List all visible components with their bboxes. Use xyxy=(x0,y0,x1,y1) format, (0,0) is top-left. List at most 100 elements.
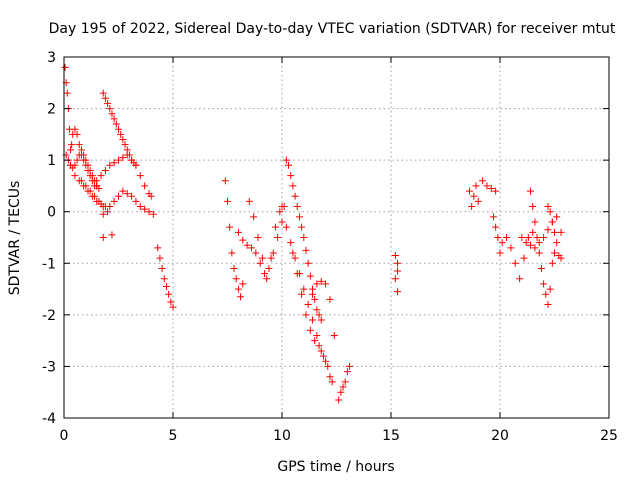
data-point xyxy=(293,270,301,278)
data-point xyxy=(162,282,170,290)
data-point xyxy=(95,197,103,205)
data-point xyxy=(394,259,402,267)
y-tick-label: 2 xyxy=(47,102,56,118)
series-arc-c xyxy=(67,161,157,218)
data-point xyxy=(291,254,299,262)
series-arc-p xyxy=(391,252,402,296)
data-point xyxy=(483,182,491,190)
data-point xyxy=(285,161,293,169)
series-arc-f xyxy=(77,177,112,216)
data-point xyxy=(230,264,238,272)
data-point xyxy=(533,234,541,241)
data-point xyxy=(492,187,500,195)
data-point xyxy=(322,280,330,288)
data-point xyxy=(313,331,321,339)
data-point xyxy=(557,254,565,262)
data-point xyxy=(298,290,306,298)
series-arc-s xyxy=(527,187,558,309)
data-point xyxy=(291,192,299,200)
data-point xyxy=(315,311,323,319)
data-point xyxy=(99,89,107,97)
series-arc-r xyxy=(489,213,537,283)
series-arc-i xyxy=(234,218,286,278)
data-point xyxy=(104,99,112,107)
data-point xyxy=(535,249,543,257)
data-point xyxy=(535,239,543,247)
series-arc-h xyxy=(221,177,247,301)
data-point xyxy=(160,275,168,283)
data-point xyxy=(540,280,548,288)
data-point xyxy=(311,337,319,345)
data-point xyxy=(221,177,229,185)
data-point xyxy=(341,378,349,386)
series-arc-u xyxy=(544,203,565,262)
data-point xyxy=(149,210,157,218)
data-point xyxy=(544,301,552,309)
data-point xyxy=(470,192,478,200)
data-point xyxy=(110,159,118,167)
data-point xyxy=(82,156,90,164)
data-point xyxy=(527,187,535,195)
data-point xyxy=(158,264,166,272)
data-point xyxy=(306,272,314,280)
data-point xyxy=(106,203,114,211)
data-point xyxy=(91,192,99,200)
data-point xyxy=(313,280,321,288)
data-point xyxy=(250,213,258,221)
data-point xyxy=(67,161,75,169)
data-point xyxy=(119,187,127,195)
data-point xyxy=(224,197,231,205)
data-point xyxy=(468,203,476,211)
plot-frame xyxy=(63,56,610,419)
data-point xyxy=(544,203,552,211)
data-point xyxy=(93,177,101,185)
data-point xyxy=(546,208,554,216)
data-point xyxy=(518,234,526,241)
data-point xyxy=(551,228,558,236)
data-point xyxy=(335,396,343,404)
y-tick-label: 3 xyxy=(47,50,56,66)
data-point xyxy=(317,316,325,324)
data-point xyxy=(465,187,473,195)
y-tick-label: -4 xyxy=(42,411,56,427)
data-point xyxy=(520,254,528,262)
data-point xyxy=(71,125,79,133)
data-point xyxy=(282,223,290,231)
data-point xyxy=(115,192,122,200)
data-point xyxy=(136,172,144,180)
data-point xyxy=(278,218,286,226)
x-tick-label: 0 xyxy=(60,428,69,444)
data-point xyxy=(537,264,545,272)
data-point xyxy=(489,213,497,221)
data-point xyxy=(326,295,334,303)
data-point xyxy=(123,151,131,159)
data-point xyxy=(494,234,502,241)
data-point xyxy=(110,115,118,123)
data-point xyxy=(147,192,155,200)
data-point xyxy=(328,378,336,386)
data-point xyxy=(77,177,85,185)
data-point xyxy=(239,236,247,244)
data-point xyxy=(394,267,402,275)
data-point xyxy=(516,275,524,283)
data-point xyxy=(498,239,506,247)
data-point xyxy=(108,231,116,239)
data-point xyxy=(156,254,164,262)
data-point xyxy=(326,373,334,381)
data-point xyxy=(104,208,112,216)
series-arc-j xyxy=(245,197,288,283)
data-point xyxy=(553,213,561,221)
data-point xyxy=(141,182,149,190)
data-point xyxy=(258,254,266,262)
y-tick-label: -3 xyxy=(42,359,56,375)
series-arc-g xyxy=(154,244,177,311)
data-point xyxy=(254,234,262,241)
series-arc-a xyxy=(61,63,103,193)
data-point xyxy=(132,197,140,205)
data-point xyxy=(75,141,83,149)
data-point xyxy=(551,249,558,257)
data-point xyxy=(276,208,284,216)
series-arc-q xyxy=(465,177,500,211)
data-point xyxy=(391,252,399,260)
data-point xyxy=(154,244,162,252)
